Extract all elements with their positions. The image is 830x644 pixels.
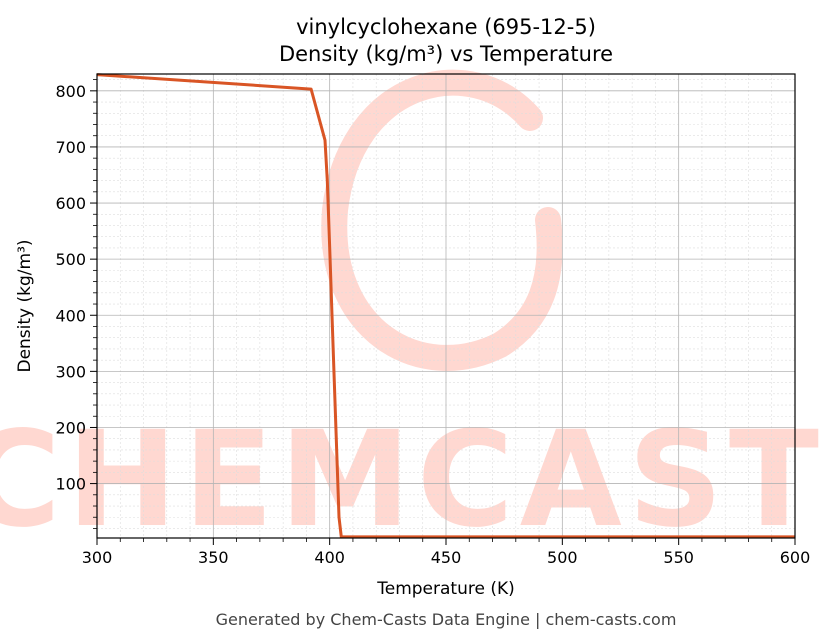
watermark-logo-icon	[321, 69, 563, 371]
y-tick-label: 300	[55, 362, 86, 381]
y-tick-label: 200	[55, 418, 86, 437]
footer-credit: Generated by Chem-Casts Data Engine | ch…	[216, 610, 677, 629]
chart-title: vinylcyclohexane (695-12-5)	[296, 15, 596, 39]
series-layer	[96, 73, 795, 539]
chart-subtitle: Density (kg/m³) vs Temperature	[279, 42, 613, 66]
y-axis-label: Density (kg/m³)	[15, 239, 35, 372]
y-tick-label: 700	[55, 138, 86, 157]
y-tick-label: 100	[55, 475, 86, 494]
y-tick-label: 800	[55, 82, 86, 101]
y-tick-label: 600	[55, 194, 86, 213]
x-tick-label: 600	[780, 548, 811, 567]
y-axis-ticks: 100 200 300 400 500 600 700 800	[55, 79, 97, 529]
x-tick-label: 350	[198, 548, 229, 567]
y-tick-label: 500	[55, 250, 86, 269]
density-series-line-0	[96, 73, 795, 539]
x-tick-label: 450	[431, 548, 462, 567]
y-tick-label: 400	[55, 306, 86, 325]
x-tick-label: 400	[314, 548, 345, 567]
watermark-text: CHEMCASTS	[0, 403, 830, 557]
x-axis-label: Temperature (K)	[376, 579, 515, 599]
x-tick-label: 500	[547, 548, 578, 567]
watermark: CHEMCASTS	[0, 69, 830, 557]
x-axis-ticks: 300 350 400 450 500 550 600	[82, 538, 811, 567]
x-tick-label: 550	[663, 548, 694, 567]
x-tick-label: 300	[82, 548, 113, 567]
